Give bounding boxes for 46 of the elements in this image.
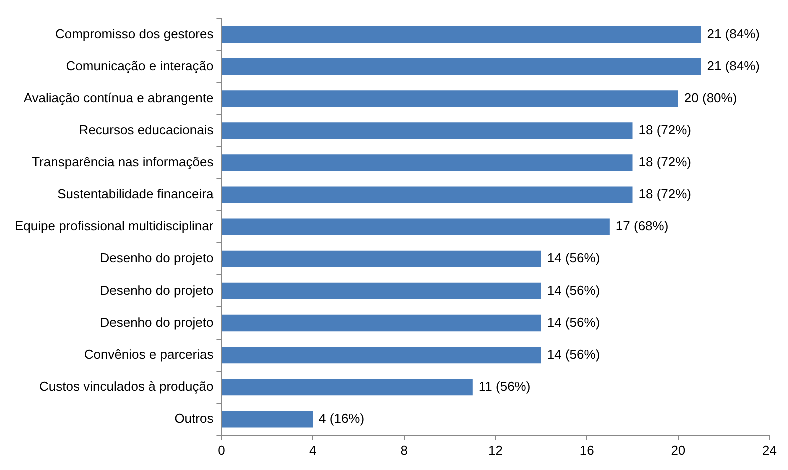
bar: [222, 26, 702, 44]
y-tick-label: Compromisso dos gestores: [55, 26, 214, 42]
bar: [222, 218, 610, 236]
x-tick-label: 8: [400, 442, 408, 458]
data-label: 4 (16%): [319, 410, 365, 426]
data-label: 18 (72%): [638, 154, 692, 170]
x-tick-label: 16: [580, 442, 594, 458]
y-tick-label: Sustentabilidade financeira: [58, 186, 214, 202]
y-tick-label: Custos vinculados à produção: [40, 378, 214, 394]
bar: [222, 346, 542, 364]
y-tick-label: Avaliação contínua e abrangente: [24, 90, 214, 106]
bar: [222, 314, 542, 332]
y-tick-label: Transparência nas informações: [32, 154, 214, 170]
x-tick-label: 4: [309, 442, 317, 458]
data-label: 21 (84%): [707, 26, 760, 42]
data-label: 14 (56%): [547, 250, 600, 266]
data-label: 11 (56%): [478, 378, 531, 394]
y-tick-label: Desenho do projeto: [100, 250, 214, 266]
x-tick-label: 20: [671, 442, 686, 458]
x-tick-label: 0: [218, 442, 226, 458]
bar: [222, 58, 702, 76]
bar: [222, 90, 678, 108]
y-tick-label: Equipe profissional multidisciplinar: [14, 218, 214, 234]
y-tick-label: Recursos educacionais: [79, 122, 214, 138]
y-tick-label: Convênios e parcerias: [84, 346, 214, 362]
bar: [222, 250, 542, 268]
bar: [222, 411, 314, 428]
bar: [222, 122, 633, 140]
data-label: 18 (72%): [638, 186, 692, 202]
bar: [222, 379, 473, 396]
y-tick-label: Outros: [174, 410, 214, 426]
bar: [222, 186, 633, 204]
y-tick-label: Comunicação e interação: [66, 58, 214, 74]
data-label: 14 (56%): [547, 346, 600, 362]
data-label: 14 (56%): [547, 282, 600, 298]
y-tick-label: Desenho do projeto: [100, 282, 214, 298]
data-label: 17 (68%): [616, 218, 669, 234]
x-tick-label: 24: [762, 442, 778, 458]
data-label: 20 (80%): [684, 90, 738, 106]
data-label: 21 (84%): [707, 58, 760, 74]
data-label: 18 (72%): [638, 122, 692, 138]
x-tick-label: 12: [488, 442, 503, 458]
bar: [222, 282, 542, 300]
y-tick-label: Desenho do projeto: [100, 314, 214, 330]
bar: [222, 154, 633, 172]
data-label: 14 (56%): [547, 314, 600, 330]
